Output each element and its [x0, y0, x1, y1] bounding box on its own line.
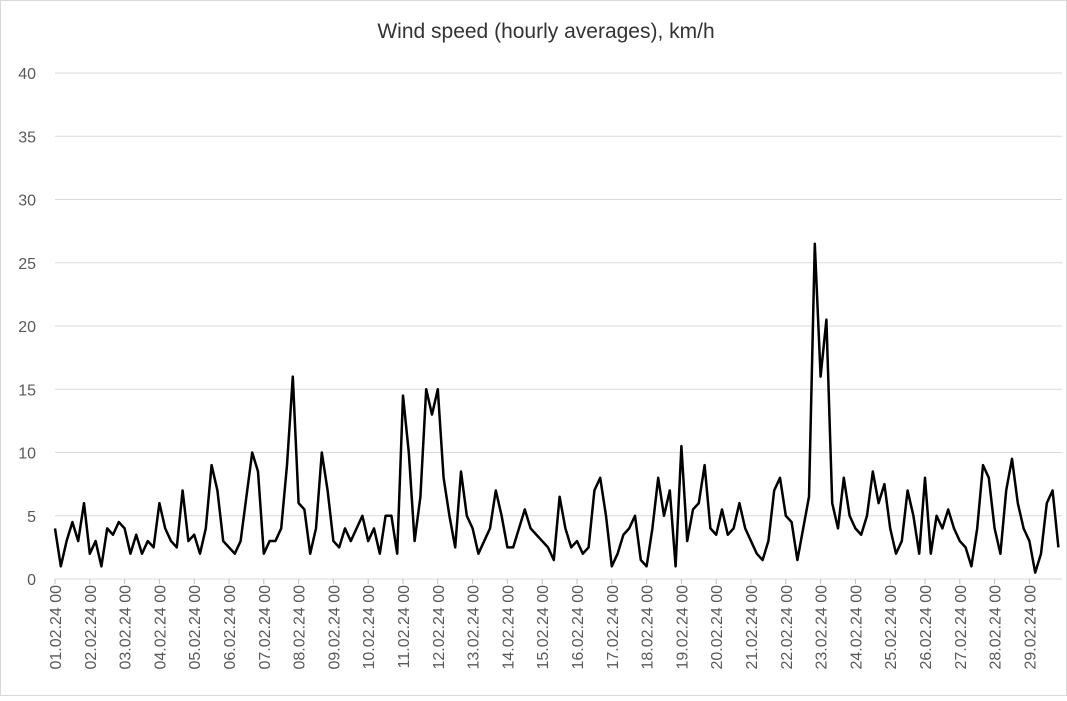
x-tick-label: 19.02.24 00: [674, 585, 691, 670]
x-tick-label: 02.02.24 00: [83, 585, 100, 670]
x-tick-label: 18.02.24 00: [640, 585, 657, 670]
x-tick-label: 17.02.24 00: [605, 585, 622, 670]
x-tick-label: 14.02.24 00: [500, 585, 517, 670]
x-tick-label: 13.02.24 00: [466, 585, 483, 670]
x-tick-label: 25.02.24 00: [883, 585, 900, 670]
x-tick-label: 12.02.24 00: [431, 585, 448, 670]
y-tick-label: 10: [18, 446, 36, 463]
y-tick-label: 0: [27, 572, 36, 589]
y-tick-label: 5: [27, 509, 36, 526]
x-tick-label: 06.02.24 00: [222, 585, 239, 670]
x-tick-label: 16.02.24 00: [570, 585, 587, 670]
y-tick-label: 15: [18, 382, 36, 399]
x-tick-label: 20.02.24 00: [709, 585, 726, 670]
data-line: [53, 242, 1060, 574]
x-tick-label: 29.02.24 00: [1022, 585, 1039, 670]
y-tick-label: 40: [18, 66, 36, 83]
x-tick-label: 01.02.24 00: [48, 585, 65, 670]
chart-title: Wind speed (hourly averages), km/h: [377, 20, 714, 43]
x-tick-label: 21.02.24 00: [744, 585, 761, 670]
x-tick-label: 11.02.24 00: [396, 585, 413, 668]
x-tick-label: 24.02.24 00: [848, 585, 865, 670]
x-tick-label: 28.02.24 00: [988, 585, 1005, 670]
x-tick-label: 08.02.24 00: [292, 585, 309, 670]
x-tick-label: 22.02.24 00: [779, 585, 796, 670]
x-tick-label: 10.02.24 00: [361, 585, 378, 670]
x-tick-label: 27.02.24 00: [953, 585, 970, 670]
x-tick-label: 03.02.24 00: [118, 585, 135, 670]
x-tick-label: 04.02.24 00: [152, 585, 169, 670]
y-tick-label: 25: [18, 256, 36, 273]
y-tick-label: 30: [18, 193, 36, 210]
x-tick-label: 23.02.24 00: [814, 585, 831, 670]
x-tick-label: 05.02.24 00: [187, 585, 204, 670]
x-tick-label: 15.02.24 00: [535, 585, 552, 670]
y-tick-label: 20: [18, 319, 36, 336]
x-tick-label: 09.02.24 00: [326, 585, 343, 670]
y-tick-label: 35: [18, 129, 36, 146]
x-tick-label: 07.02.24 00: [257, 585, 274, 670]
x-tick-label: 26.02.24 00: [918, 585, 935, 670]
